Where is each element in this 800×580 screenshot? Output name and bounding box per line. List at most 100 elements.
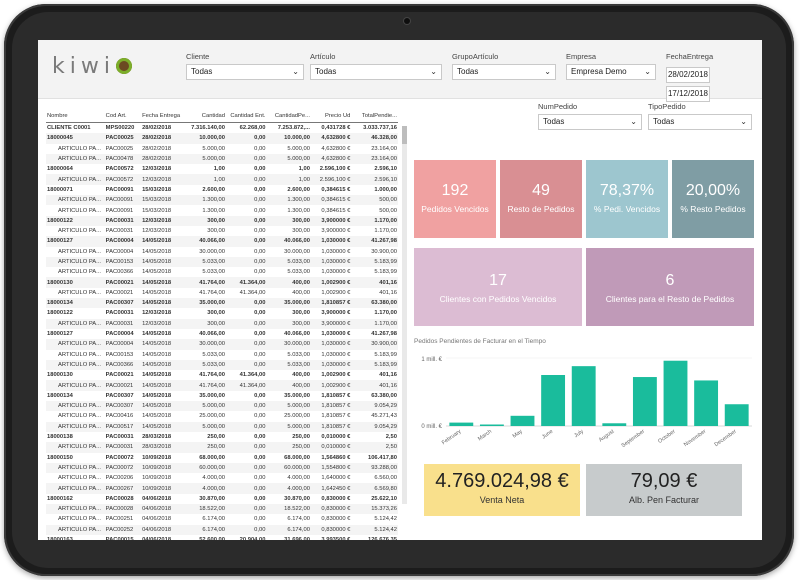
table-cell: 3,900000 € [321, 228, 351, 235]
chart-bar[interactable] [694, 380, 719, 426]
table-row[interactable]: 18000127 PAC00004 14/05/2018 40.066,00 0,00 4… [46, 329, 398, 339]
table-cell: 7.253.872,... [277, 125, 310, 132]
table-cell: 0,00 [226, 195, 267, 206]
table-cell: 0,00 [254, 495, 266, 502]
table-row[interactable]: ARTICULO PA... PAC00021 14/05/2018 41.764,0… [46, 288, 398, 298]
table-row[interactable]: 18000138 PAC00031 28/03/2018 250,00 0,00 250,… [46, 432, 398, 442]
table-row[interactable]: CLIENTE C0001 MPS00220 28/02/2018 7.316.140… [46, 123, 398, 134]
table-row[interactable]: ARTICULO PA... PAC00251 04/06/2018 6.174,00… [46, 514, 398, 524]
table-cell: 250,00 [183, 442, 226, 453]
chart-bar[interactable] [663, 360, 688, 426]
table-row[interactable]: ARTICULO PA... PAC00004 14/05/2018 30.000,0… [46, 339, 398, 350]
table-row[interactable]: ARTICULO PA... PAC00025 28/02/2018 5.000,00… [46, 144, 398, 154]
scrollbar-thumb[interactable] [402, 126, 407, 144]
chart-bar[interactable] [479, 424, 504, 427]
column-header[interactable]: Cod Art. [104, 110, 142, 123]
column-header[interactable]: Nombre [46, 110, 105, 123]
table-row[interactable]: ARTICULO PA... PAC00153 14/05/2018 5.033,00… [46, 350, 398, 360]
table-row[interactable]: ARTICULO PA... PAC00153 14/05/2018 5.033,00… [46, 256, 398, 268]
table-scrollbar[interactable] [402, 126, 407, 504]
table-row[interactable]: ARTICULO PA... PAC00267 10/09/2018 4.000,00… [46, 483, 398, 494]
table-row[interactable]: 18000134 PAC00307 14/05/2018 35.000,00 0,00 3… [46, 391, 398, 401]
table-row[interactable]: 18000064 PAC00572 12/03/2018 1,00 0,00 1,00 2.… [46, 164, 398, 174]
table-cell: 1,030000 € [321, 269, 351, 276]
table-row[interactable]: ARTICULO PA... PAC00517 14/05/2018 5.000,00… [46, 421, 398, 432]
table-cell: ARTICULO PA... [46, 442, 105, 453]
table-cell: 4.000,00 [266, 483, 311, 494]
kpi-pedidos-vencidos: 192 Pedidos Vencidos [414, 160, 496, 238]
table-cell: 5.033,00 [266, 256, 311, 268]
camera [404, 18, 410, 24]
table-cell: 18000045 [46, 133, 105, 144]
column-header[interactable]: Cantidad [183, 110, 226, 123]
table-row[interactable]: 18000071 PAC00091 15/03/2018 2.600,00 0,00 2.… [46, 185, 398, 195]
table-row[interactable]: ARTICULO PA... PAC00004 14/05/2018 30.000,0… [46, 247, 398, 257]
table-cell: 3,993500 € [311, 535, 351, 540]
table-row[interactable]: 18000134 PAC00307 14/05/2018 35.000,00 0,00 3… [46, 298, 398, 309]
table-row[interactable]: ARTICULO PA... PAC00028 04/06/2018 18.522,0… [46, 503, 398, 515]
table-cell: 3.033.737,16 [363, 125, 397, 132]
table-row[interactable]: ARTICULO PA... PAC00416 14/05/2018 25.000,0… [46, 411, 398, 421]
chart-bar[interactable] [449, 422, 474, 426]
chart-bar[interactable] [541, 375, 566, 426]
table-cell: 62.268,00 [239, 125, 266, 132]
table-row[interactable]: ARTICULO PA... PAC00031 12/03/2018 300,00 0,… [46, 226, 398, 236]
chart-bar[interactable] [632, 377, 657, 426]
table-row[interactable]: 18000122 PAC00031 12/03/2018 300,00 0,00 300,… [46, 308, 398, 318]
table-cell: 400,00 [292, 289, 310, 296]
filter-numpedido-select[interactable]: Todas ⌄ [538, 114, 642, 130]
table-row[interactable]: ARTICULO PA... PAC00307 14/05/2018 5.000,00… [46, 401, 398, 412]
table-row[interactable]: ARTICULO PA... PAC00366 14/05/2018 5.033,00… [46, 267, 398, 277]
column-header[interactable]: CantidadPe... [266, 110, 311, 123]
date-from-input[interactable]: 28/02/2018 [666, 67, 710, 83]
table-cell: 0,00 [254, 207, 266, 214]
table-cell: 30.870,00 [284, 495, 310, 502]
filter-empresa-select[interactable]: Empresa Demo ⌄ [566, 64, 656, 80]
table-cell: PAC00307 [104, 298, 142, 309]
chart-bar[interactable] [571, 366, 596, 426]
table-cell: 1,002900 € [321, 289, 351, 296]
table-row[interactable]: 18000162 PAC00028 04/06/2018 30.870,00 0,00 3… [46, 494, 398, 504]
table-row[interactable]: 18000163PAC0001504/06/201852.600,0020.90… [46, 535, 398, 540]
table-cell: ARTICULO PA... [46, 318, 105, 329]
column-header[interactable]: Precio Ud [310, 110, 352, 123]
table-cell: 0,010000 € [321, 434, 351, 441]
table-row[interactable]: 18000045 PAC00025 28/02/2018 10.000,00 0,00 1… [46, 133, 398, 144]
chart-bar[interactable] [724, 404, 749, 426]
chart-bar[interactable] [510, 415, 535, 426]
table-cell: 35.000,00 [183, 298, 226, 309]
table-row[interactable]: 18000150 PAC00072 10/09/2018 68.000,00 0,00 6… [46, 453, 398, 463]
table-cell: ARTICULO PA... [58, 475, 101, 482]
table-row[interactable]: 18000127 PAC00004 14/05/2018 40.066,00 0,00 4… [46, 236, 398, 247]
table-row[interactable]: ARTICULO PA... PAC00091 15/03/2018 1.300,00… [46, 195, 398, 206]
chart-bar[interactable] [602, 423, 627, 426]
filter-grupo-select[interactable]: Todas ⌄ [452, 64, 556, 80]
kpi-value: 6 [665, 272, 675, 289]
table-row[interactable]: 18000130 PAC00021 14/05/2018 41.764,00 41.36… [46, 370, 398, 380]
column-header[interactable]: Fecha Entrega [141, 110, 184, 123]
table-row[interactable]: ARTICULO PA... PAC00021 14/05/2018 41.764,0… [46, 380, 398, 391]
table-row[interactable]: ARTICULO PA... PAC00031 28/03/2018 250,00 0,… [46, 442, 398, 453]
table-cell: 0,00 [226, 256, 267, 268]
x-tick-label: December [714, 429, 738, 449]
filter-articulo-select[interactable]: Todas ⌄ [310, 64, 442, 80]
table-row[interactable]: 18000122 PAC00031 12/03/2018 300,00 0,00 300,… [46, 215, 398, 226]
table-row[interactable]: ARTICULO PA... PAC00478 28/02/2018 5.000,00… [46, 153, 398, 165]
kpi-label: % Pedi. Vencidos [593, 204, 661, 214]
filter-tipopedido-select[interactable]: Todas ⌄ [648, 114, 752, 130]
table-row[interactable]: ARTICULO PA... PAC00366 14/05/2018 5.033,00… [46, 359, 398, 371]
column-header[interactable]: TotalPendie... [351, 110, 398, 123]
kiwi-fruit-icon [116, 58, 132, 74]
table-row[interactable]: ARTICULO PA... PAC00206 10/09/2018 4.000,00… [46, 473, 398, 483]
date-to-input[interactable]: 17/12/2018 [666, 86, 710, 102]
table-row[interactable]: ARTICULO PA... PAC00572 12/03/2018 1,00 0,00… [46, 174, 398, 185]
table-row[interactable]: ARTICULO PA... PAC00091 15/03/2018 1.300,00… [46, 205, 398, 215]
table-row[interactable]: ARTICULO PA... PAC00031 12/03/2018 300,00 0,… [46, 318, 398, 329]
table-row[interactable]: ARTICULO PA... PAC00252 04/06/2018 6.174,00… [46, 524, 398, 535]
table-cell: 6.569,80 [351, 483, 398, 494]
table-row[interactable]: 18000130 PAC00021 14/05/2018 41.764,00 41.36… [46, 277, 398, 288]
filter-tipopedido: TipoPedido Todas ⌄ [648, 102, 752, 130]
filter-cliente-select[interactable]: Todas ⌄ [186, 64, 304, 80]
column-header[interactable]: Cantidad Ent. [226, 110, 267, 123]
table-row[interactable]: ARTICULO PA... PAC00072 10/09/2018 60.000,0… [46, 462, 398, 474]
